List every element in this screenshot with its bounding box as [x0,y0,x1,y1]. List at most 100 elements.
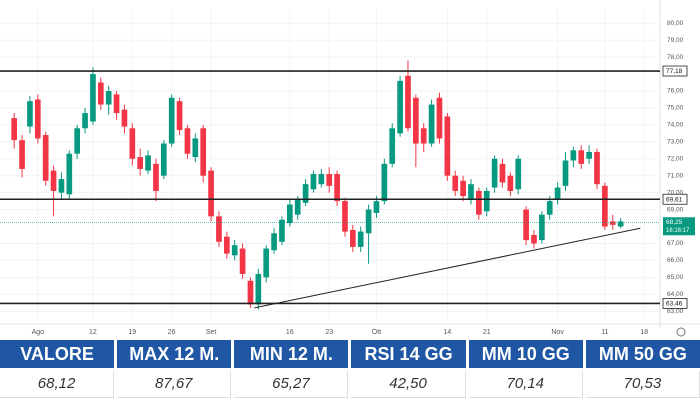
candle-body [578,150,585,164]
x-tick-label: Set [206,329,217,336]
candle-body [483,190,490,212]
candle-body [82,113,88,129]
candle-body [129,128,136,159]
candle-body [562,160,569,186]
candle-body [420,128,427,144]
candle-body [342,201,348,232]
x-tick-label: 19 [128,329,136,336]
candle-body [310,174,317,190]
y-tick-label: 78,00 [667,54,684,61]
x-tick-label: 14 [443,329,451,336]
candle-body [428,104,435,144]
candle-body [413,97,419,144]
candle-body [200,128,207,176]
level-label: 69,61 [666,196,683,203]
y-tick-label: 71,00 [667,172,684,179]
candle-body [27,101,33,127]
candle-body [594,151,600,185]
x-tick-label: Ott [372,329,381,336]
candle-body [97,82,104,105]
candle-body [499,163,506,183]
table-value-cell: 68,12 [0,371,115,398]
level-label: 77,18 [666,68,683,75]
x-tick-label: Nov [551,329,564,336]
candle-body [263,248,270,278]
last-price-timer: 16:16:17 [666,228,690,234]
candle-body [609,221,616,225]
y-tick-label: 65,00 [667,274,684,281]
y-tick-label: 76,00 [667,88,684,95]
candle-body [34,99,41,139]
trendline [254,227,641,309]
candle-body [286,204,293,224]
y-tick-label: 75,00 [667,105,684,112]
candle-body [318,174,325,185]
candle-body [294,199,301,215]
y-tick-label: 74,00 [667,122,684,129]
candle-body [389,128,396,164]
table-header-cell: MM 10 GG [468,340,583,368]
candle-body [19,140,25,169]
candle-body [192,138,199,158]
candle-body [365,209,372,234]
candle-body [539,214,545,241]
candle-body [255,273,262,305]
level-label-box [662,298,688,309]
candle-body [121,109,128,127]
level-label: 63,46 [666,301,683,308]
table-header-cell: MM 50 GG [585,340,700,368]
last-price-box [663,217,695,236]
candle-body [460,180,466,197]
y-tick-label: 79,00 [667,37,684,44]
table-header-cell: VALORE [0,340,115,368]
candle-body [436,97,443,139]
candle-body [42,135,49,181]
candle-body [223,236,230,254]
candle-body [247,280,254,305]
candle-body [58,179,65,193]
candle-body [105,91,112,105]
candle-body [113,94,120,114]
candle-body [50,170,57,191]
candle-body [74,128,81,154]
candle-body [397,80,403,134]
candle-body [184,128,191,154]
x-tick-label: 12 [89,329,97,336]
candle-body [239,248,246,274]
x-tick-label: 21 [483,329,491,336]
y-tick-label: 66,00 [667,257,684,264]
candle-body [302,184,309,203]
x-tick-label: 16 [286,329,294,336]
table-header-cell: MAX 12 M. [117,340,232,368]
last-price-label: 68,25 [666,219,683,226]
candle-body [523,209,529,241]
table-value-cell: 87,67 [117,371,232,398]
table-header-cell: RSI 14 GG [351,340,466,368]
candle-body [546,201,553,215]
y-tick-label: 72,00 [667,155,684,162]
candle-body [11,118,18,141]
candle-body [216,216,222,242]
candle-body [334,174,340,202]
settings-icon [676,327,686,337]
x-tick-label: Ago [32,329,45,336]
candle-body [279,219,285,242]
candle-body [176,101,183,130]
candle-body [168,97,175,144]
candle-body [373,201,380,213]
candle-body [515,158,522,190]
y-tick-label: 67,00 [667,240,684,247]
y-tick-label: 69,00 [667,206,684,213]
candle-body [137,157,144,169]
candle-body [405,75,411,129]
x-tick-label: 26 [168,329,176,336]
candle-body [570,150,577,161]
candle-body [444,116,451,176]
candle-body [90,74,96,122]
stats-table: VALORE MAX 12 M. MIN 12 M. RSI 14 GG MM 10 G… [0,340,700,398]
candle-body [160,143,167,176]
level-label-box [662,193,688,205]
table-value-cell: 70,14 [468,371,583,398]
candle-body [468,184,474,200]
y-tick-label: 63,00 [667,308,684,315]
